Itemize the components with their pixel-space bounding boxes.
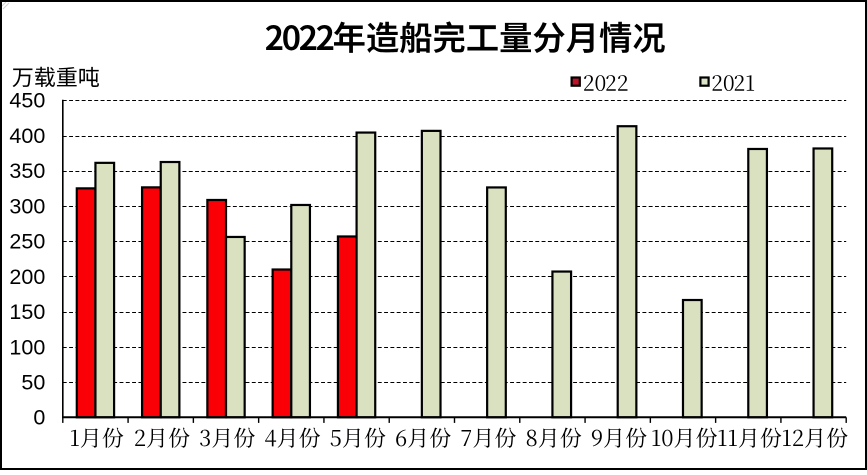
svg-text:150: 150	[9, 300, 45, 324]
svg-text:300: 300	[9, 194, 45, 218]
svg-text:50: 50	[21, 371, 45, 395]
svg-text:450: 450	[9, 89, 45, 113]
svg-text:350: 350	[9, 159, 45, 183]
svg-text:200: 200	[9, 265, 45, 289]
svg-text:0: 0	[33, 406, 45, 430]
svg-text:250: 250	[9, 230, 45, 254]
svg-text:100: 100	[9, 335, 45, 359]
svg-text:400: 400	[9, 124, 45, 148]
